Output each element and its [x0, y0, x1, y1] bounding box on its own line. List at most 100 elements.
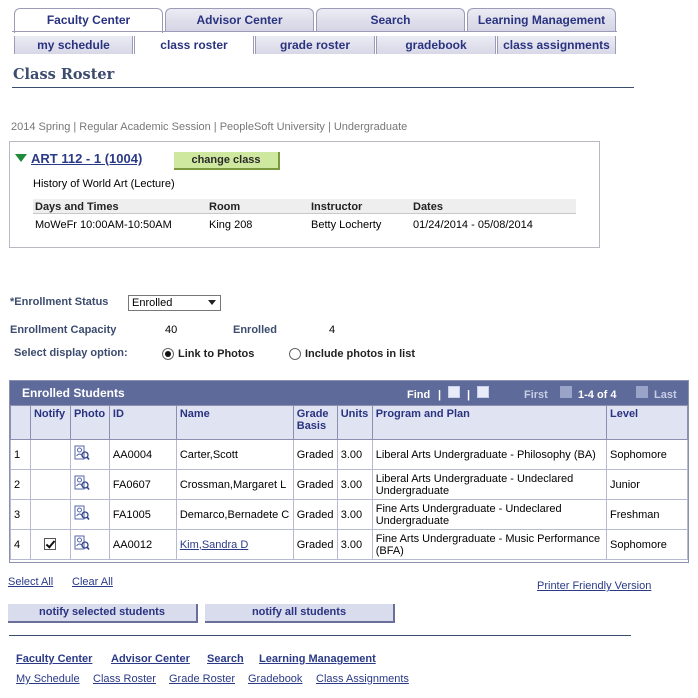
- course-description: History of World Art (Lecture): [33, 178, 175, 190]
- student-name: Carter,Scott: [175, 439, 294, 470]
- row-number: 3: [10, 499, 31, 530]
- footer-link-advisor-center[interactable]: Advisor Center: [111, 653, 190, 665]
- photo-cell: [69, 439, 110, 470]
- subtab-class-assignments[interactable]: class assignments: [497, 36, 616, 54]
- meeting-header-dates: Dates: [413, 201, 443, 213]
- enrollment-status-select[interactable]: Enrolled: [128, 295, 221, 311]
- nav-separator-2: |: [467, 389, 471, 401]
- units: 3.00: [336, 529, 373, 560]
- tab-bar-divider: [12, 31, 617, 32]
- row-number: 2: [10, 469, 31, 500]
- col-header-rownum: [10, 405, 31, 440]
- subtab-my-schedule[interactable]: my schedule: [14, 36, 133, 54]
- grade-basis: Graded: [292, 439, 338, 470]
- student-name-link-cell: Kim,Sandra D: [175, 529, 294, 560]
- col-header-notify: Notify: [29, 405, 71, 440]
- notify-selected-button[interactable]: notify selected students: [8, 604, 198, 623]
- next-arrow-icon[interactable]: [636, 386, 648, 398]
- tab-learning-management[interactable]: Learning Management: [467, 8, 616, 31]
- units: 3.00: [336, 499, 373, 530]
- tab-search[interactable]: Search: [316, 8, 465, 31]
- col-header-grade-basis[interactable]: Grade Basis: [292, 405, 338, 440]
- level: Sophomore: [605, 529, 689, 560]
- photo-icon[interactable]: [74, 505, 90, 521]
- student-name: Demarco,Bernadete C: [175, 499, 294, 530]
- notify-cell: [29, 499, 71, 530]
- program-plan: Liberal Arts Undergraduate - Philosophy …: [371, 439, 607, 470]
- col-header-units[interactable]: Units: [336, 405, 373, 440]
- student-id: FA1005: [108, 499, 177, 530]
- subtab-class-roster[interactable]: class roster: [134, 36, 254, 54]
- grade-basis: Graded: [292, 529, 338, 560]
- footer-link-learning-management[interactable]: Learning Management: [259, 653, 376, 665]
- printer-friendly-link[interactable]: Printer Friendly Version: [537, 580, 652, 592]
- radio-include-photos[interactable]: [289, 348, 301, 360]
- display-option-label: Select display option:: [14, 347, 128, 359]
- collapse-triangle-icon[interactable]: [15, 154, 27, 162]
- footer-link-faculty-center[interactable]: Faculty Center: [16, 653, 93, 665]
- footer-link-gradebook[interactable]: Gradebook: [248, 673, 303, 685]
- meeting-room: King 208: [209, 219, 253, 231]
- table-row: 1 AA0004 Carter,Scott Graded 3.00 Libera…: [10, 439, 689, 470]
- class-info-box: ART 112 - 1 (1004) change class History …: [9, 141, 600, 248]
- meeting-table-header: Days and Times Room Instructor Dates: [33, 199, 576, 214]
- footer-link-my-schedule[interactable]: My Schedule: [16, 673, 80, 685]
- tab-advisor-center[interactable]: Advisor Center: [165, 8, 314, 31]
- photo-icon[interactable]: [74, 535, 90, 551]
- notify-checkbox[interactable]: [44, 538, 57, 550]
- enrollment-status-label: *Enrollment Status: [10, 296, 109, 308]
- col-header-program[interactable]: Program and Plan: [371, 405, 607, 440]
- tab-faculty-center[interactable]: Faculty Center: [14, 8, 163, 33]
- col-header-level[interactable]: Level: [605, 405, 689, 440]
- find-link[interactable]: Find: [407, 389, 431, 401]
- meeting-header-days: Days and Times: [35, 201, 119, 213]
- program-plan: Liberal Arts Undergraduate - Undeclared …: [371, 469, 607, 500]
- footer-divider: [9, 635, 631, 636]
- enrolled-value: 4: [329, 324, 336, 336]
- footer-link-class-roster[interactable]: Class Roster: [93, 673, 156, 685]
- meeting-header-instructor: Instructor: [311, 201, 363, 213]
- change-class-button[interactable]: change class: [174, 152, 280, 170]
- student-id: FA0607: [108, 469, 177, 500]
- student-id: AA0012: [108, 529, 177, 560]
- notify-cell: [29, 439, 71, 470]
- subtab-gradebook[interactable]: gradebook: [376, 36, 496, 54]
- meeting-days-times: MoWeFr 10:00AM-10:50AM: [35, 219, 172, 231]
- table-row: 2 FA0607 Crossman,Margaret L Graded 3.00…: [10, 469, 689, 500]
- student-name-link[interactable]: Kim,Sandra D: [179, 538, 249, 551]
- footer-link-search[interactable]: Search: [207, 653, 244, 665]
- meeting-instructor: Betty Locherty: [311, 219, 382, 231]
- footer-link-grade-roster[interactable]: Grade Roster: [169, 673, 236, 685]
- program-plan: Fine Arts Undergraduate - Music Performa…: [371, 529, 607, 560]
- photo-icon[interactable]: [74, 475, 90, 491]
- title-divider: [12, 87, 634, 88]
- session-info: 2014 Spring | Regular Academic Session |…: [11, 121, 408, 133]
- last-link[interactable]: Last: [654, 389, 677, 401]
- footer-link-class-assignments[interactable]: Class Assignments: [316, 673, 409, 685]
- grade-basis: Graded: [292, 469, 338, 500]
- photo-cell: [69, 469, 110, 500]
- class-link[interactable]: ART 112 - 1 (1004): [31, 151, 143, 166]
- clear-all-link[interactable]: Clear All: [72, 576, 113, 588]
- units: 3.00: [336, 439, 373, 470]
- subtab-grade-roster[interactable]: grade roster: [255, 36, 375, 54]
- photo-icon[interactable]: [74, 445, 90, 461]
- grade-basis: Graded: [292, 499, 338, 530]
- chevron-down-icon: [208, 300, 216, 305]
- student-name: Crossman,Margaret L: [175, 469, 294, 500]
- radio-link-to-photos-label: Link to Photos: [178, 348, 255, 360]
- level: Sophomore: [605, 439, 689, 470]
- student-id: AA0004: [108, 439, 177, 470]
- row-number: 4: [10, 529, 31, 560]
- view-all-icon[interactable]: [448, 386, 460, 398]
- first-link[interactable]: First: [524, 389, 548, 401]
- col-header-name[interactable]: Name: [175, 405, 294, 440]
- radio-link-to-photos[interactable]: [162, 348, 174, 360]
- col-header-id[interactable]: ID: [108, 405, 177, 440]
- grid-title-bar: Enrolled Students Find | | First 1-4 of …: [10, 381, 688, 405]
- col-header-photo: Photo: [69, 405, 110, 440]
- previous-arrow-icon[interactable]: [560, 386, 572, 398]
- notify-all-button[interactable]: notify all students: [205, 604, 395, 623]
- download-grid-icon[interactable]: [477, 386, 489, 398]
- select-all-link[interactable]: Select All: [8, 576, 54, 588]
